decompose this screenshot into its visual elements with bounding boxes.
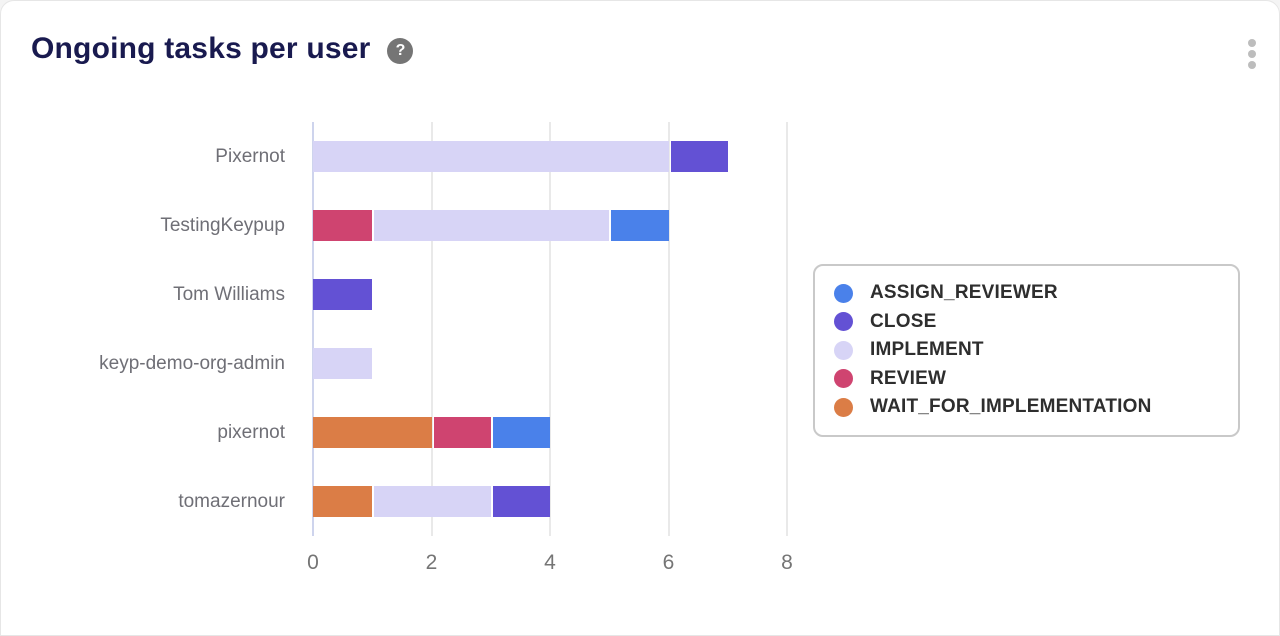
legend-swatch-icon xyxy=(834,312,853,332)
x-tick-label: 2 xyxy=(425,551,438,574)
kebab-menu-icon[interactable] xyxy=(1246,37,1258,71)
legend-label: ASSIGN_REVIEWER xyxy=(870,282,1058,304)
bar-segment-wait_for_implementation[interactable] xyxy=(313,486,373,517)
bar-row xyxy=(313,398,787,467)
bar-segment-implement[interactable] xyxy=(313,141,669,172)
bar-segment-implement[interactable] xyxy=(313,348,373,379)
legend-swatch-icon xyxy=(834,283,853,303)
bar-segment-review[interactable] xyxy=(433,417,491,448)
bar-segment-review[interactable] xyxy=(313,210,373,241)
page-title: Ongoing tasks per user xyxy=(31,32,371,65)
card-header: Ongoing tasks per user ? xyxy=(31,32,414,66)
bar-segment-close[interactable] xyxy=(313,279,373,310)
legend-label: CLOSE xyxy=(870,310,937,332)
bar-row xyxy=(313,260,787,329)
bar-segment-implement[interactable] xyxy=(374,486,491,517)
category-label: Pixernot xyxy=(215,145,285,167)
gridline xyxy=(786,122,788,536)
legend-swatch-icon xyxy=(834,340,853,360)
y-axis-line xyxy=(312,122,314,536)
chart-area xyxy=(312,122,788,536)
kebab-dot xyxy=(1248,39,1256,47)
category-label: pixernot xyxy=(217,421,285,443)
legend-label: IMPLEMENT xyxy=(870,339,984,361)
kebab-dot xyxy=(1248,50,1256,58)
chart-legend: ASSIGN_REVIEWER CLOSE IMPLEMENT REVIEW WAIT_… xyxy=(813,264,1240,437)
x-tick-label: 0 xyxy=(307,551,319,574)
legend-item[interactable]: IMPLEMENT xyxy=(834,336,1218,365)
legend-label: WAIT_FOR_IMPLEMENTATION xyxy=(870,396,1152,418)
category-label: TestingKeypup xyxy=(160,214,285,236)
help-icon[interactable]: ? xyxy=(387,37,414,64)
category-label: Tom Williams xyxy=(173,283,285,305)
legend-label: REVIEW xyxy=(870,367,947,389)
bar-segment-assign_reviewer[interactable] xyxy=(492,417,550,448)
kebab-dot xyxy=(1248,61,1256,69)
legend-swatch-icon xyxy=(834,369,853,389)
bar-segment-wait_for_implementation[interactable] xyxy=(313,417,432,448)
bar-segment-close[interactable] xyxy=(670,141,728,172)
gridline xyxy=(430,122,433,536)
legend-item[interactable]: WAIT_FOR_IMPLEMENTATION xyxy=(834,393,1218,422)
bar-segment-close[interactable] xyxy=(492,486,550,517)
legend-item[interactable]: ASSIGN_REVIEWER xyxy=(834,279,1218,308)
legend-swatch-icon xyxy=(834,397,853,417)
gridline xyxy=(667,122,670,536)
x-tick-label: 8 xyxy=(781,551,793,574)
bar-row xyxy=(313,122,787,191)
category-label: tomazernour xyxy=(178,490,285,512)
legend-item[interactable]: CLOSE xyxy=(834,308,1218,337)
category-label: keyp-demo-org-admin xyxy=(99,352,285,374)
bar-row xyxy=(313,191,787,260)
bar-segment-implement[interactable] xyxy=(374,210,610,241)
x-tick-label: 4 xyxy=(544,551,556,574)
category-labels: Pixernot TestingKeypup Tom Williams keyp-de… xyxy=(1,122,285,536)
bar-segment-assign_reviewer[interactable] xyxy=(611,210,669,241)
x-tick-label: 6 xyxy=(662,551,675,574)
gridline xyxy=(549,122,551,536)
bar-row xyxy=(313,329,787,398)
bar-row xyxy=(313,467,787,536)
legend-item[interactable]: REVIEW xyxy=(834,365,1218,394)
x-axis-ticks: 0 2 4 6 8 xyxy=(1,551,1279,579)
